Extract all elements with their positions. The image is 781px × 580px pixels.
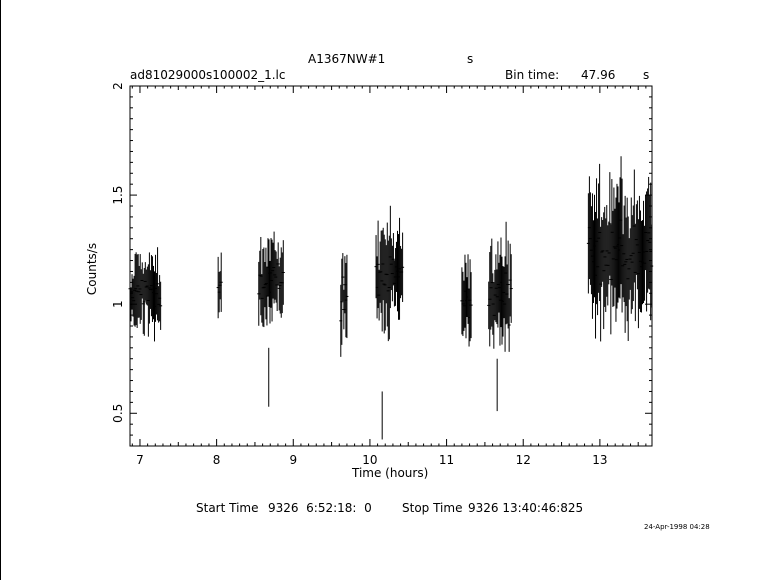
x-tick-label: 12: [516, 453, 531, 467]
data-marks: [128, 156, 654, 440]
x-tick-label: 13: [592, 453, 607, 467]
y-tick-label: 2: [111, 82, 125, 90]
plot-timestamp: 24-Apr-1998 04:28: [644, 523, 710, 531]
x-tick-label: 10: [362, 453, 377, 467]
file-name: ad81029000s100002_1.lc: [130, 68, 286, 82]
x-tick-label: 7: [136, 453, 144, 467]
y-axis-label: Counts/s: [85, 242, 100, 296]
start-time-label: Start Time: [196, 501, 259, 515]
x-axis-label: Time (hours): [352, 466, 429, 480]
bin-time-value: 47.96: [581, 68, 616, 82]
stop-time-label: Stop Time: [402, 501, 463, 515]
y-tick-label: 0.5: [111, 404, 125, 423]
bin-time-unit: s: [643, 68, 650, 82]
y-tick-label: 1.5: [111, 186, 125, 205]
bin-time-label: Bin time:: [505, 68, 560, 82]
x-tick-label: 8: [213, 453, 221, 467]
axis-ticks: [130, 85, 652, 447]
stop-time-value: 9326 13:40:46:825: [468, 501, 584, 515]
start-time-value: 9326 6:52:18: 0: [268, 501, 372, 515]
object-units: s: [467, 52, 474, 66]
x-tick-label: 11: [439, 453, 454, 467]
axis-tick-labels: 7 8 9 10 11 12 13 0.5 1 1.5 2: [111, 82, 608, 467]
window-left-edge: [0, 0, 1, 580]
y-tick-label: 1: [111, 300, 125, 308]
object-name: A1367NW#1: [308, 52, 386, 66]
x-tick-label: 9: [289, 453, 297, 467]
